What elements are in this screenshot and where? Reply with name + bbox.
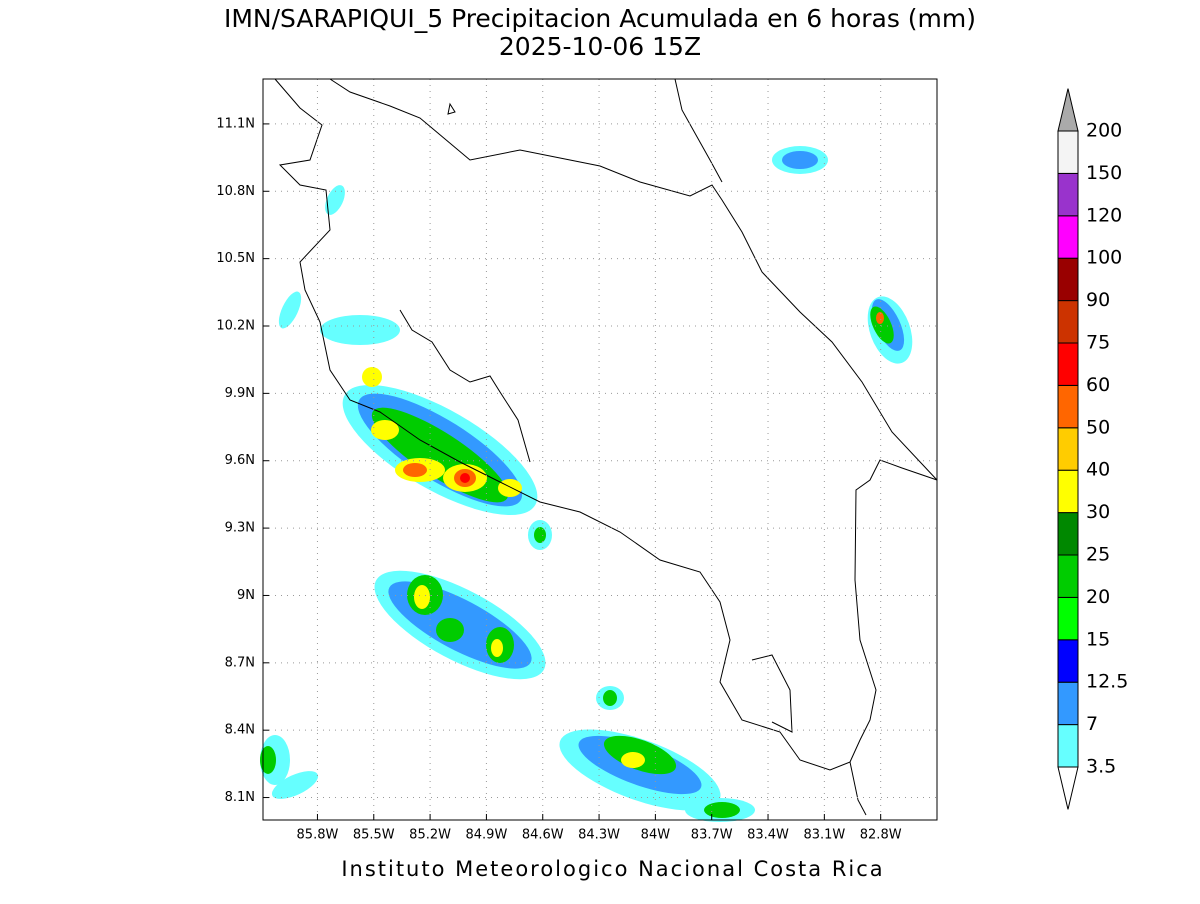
colorbar-bin [1057, 681, 1079, 726]
x-tick-label: 84.9W [466, 828, 508, 843]
colorbar-bin [1057, 554, 1079, 598]
footer: Instituto Meteorologico Nacional Costa R… [341, 857, 884, 881]
y-tick-label: 11.1N [216, 116, 255, 131]
colorbar-over [1057, 88, 1079, 132]
colorbar-bin [1057, 384, 1079, 429]
colorbar-bin [1057, 172, 1079, 217]
x-tick-label: 82.8W [860, 828, 902, 843]
x-tick-label: 84W [641, 828, 671, 843]
colorbar-label: 15 [1086, 628, 1110, 650]
colorbar-label: 75 [1086, 332, 1110, 354]
y-tick-label: 8.7N [225, 655, 255, 670]
colorbar-label: 30 [1086, 501, 1110, 523]
colorbar-label: 90 [1086, 289, 1110, 311]
map-frame [262, 78, 938, 821]
y-tick-label: 8.1N [225, 790, 255, 805]
y-tick-label: 10.8N [216, 184, 255, 199]
x-tick-label: 84.3W [578, 828, 620, 843]
colorbar-label: 60 [1086, 374, 1110, 396]
y-tick-label: 10.5N [216, 251, 255, 266]
x-tick-label: 83.7W [691, 828, 733, 843]
y-tick-label: 9.9N [225, 386, 255, 401]
colorbar-bin [1057, 724, 1079, 768]
colorbar-label: 40 [1086, 459, 1110, 481]
colorbar-bin [1057, 215, 1079, 259]
y-tick-label: 9.6N [225, 453, 255, 468]
colorbar-label: 100 [1086, 247, 1122, 269]
precipitation [260, 146, 913, 822]
colorbar-label: 150 [1086, 162, 1122, 184]
y-tick-label: 9.3N [225, 521, 255, 536]
title: IMN/SARAPIQUI_5 Precipitacion Acumulada … [224, 4, 976, 33]
colorbar-bin [1057, 300, 1079, 344]
colorbar-label: 200 [1086, 120, 1122, 142]
colorbar-label: 120 [1086, 204, 1122, 226]
x-tick-label: 85.8W [297, 828, 339, 843]
y-tick-label: 9N [237, 588, 255, 603]
y-tick-label: 8.4N [225, 723, 255, 738]
colorbar-label: 12.5 [1086, 671, 1128, 693]
colorbar-label: 20 [1086, 586, 1110, 608]
colorbar-bin [1057, 342, 1079, 386]
colorbar-label: 25 [1086, 544, 1110, 566]
colorbar-bin [1057, 639, 1079, 683]
subtitle: 2025-10-06 15Z [499, 32, 701, 61]
colorbar-bin [1057, 469, 1079, 514]
colorbar-bin [1057, 596, 1079, 641]
colorbar-under [1057, 766, 1079, 810]
colorbar-label: 7 [1086, 713, 1098, 735]
colorbar-label: 50 [1086, 416, 1110, 438]
x-tick-label: 83.1W [803, 828, 845, 843]
colorbar-bin [1057, 130, 1079, 174]
colorbar-bin [1057, 427, 1079, 471]
x-tick-label: 83.4W [747, 828, 789, 843]
x-tick-label: 85.2W [409, 828, 451, 843]
x-tick-label: 84.6W [522, 828, 564, 843]
colorbar-bin [1057, 257, 1079, 302]
x-tick-label: 85.5W [353, 828, 395, 843]
colorbar-bin [1057, 512, 1079, 556]
y-tick-label: 10.2N [216, 319, 255, 334]
colorbar-label: 3.5 [1086, 756, 1116, 778]
